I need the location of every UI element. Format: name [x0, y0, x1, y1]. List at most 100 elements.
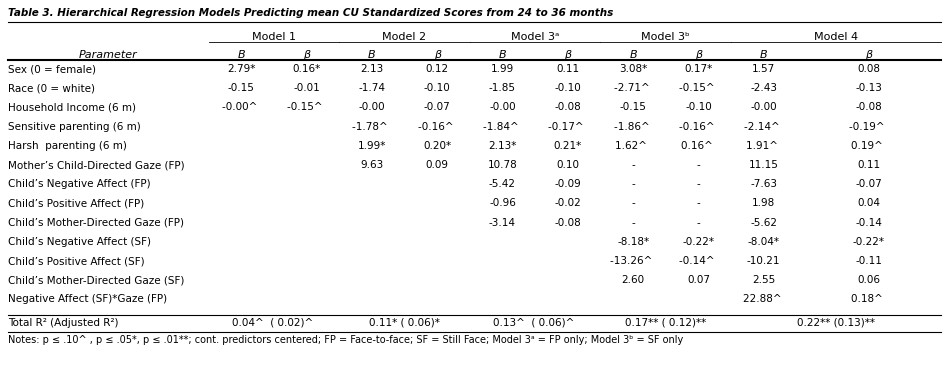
Text: -0.00^: -0.00^ [222, 102, 261, 112]
Text: 1.62^: 1.62^ [616, 141, 651, 151]
Text: Race (0 = white): Race (0 = white) [8, 83, 95, 93]
Text: -0.19^: -0.19^ [849, 122, 888, 132]
Text: Sensitive parenting (6 m): Sensitive parenting (6 m) [8, 122, 140, 132]
Text: 9.63: 9.63 [361, 160, 383, 170]
Text: -0.14: -0.14 [855, 218, 883, 228]
Text: -: - [631, 179, 635, 189]
Text: -0.22*: -0.22* [682, 237, 715, 247]
Text: -1.84^: -1.84^ [483, 122, 522, 132]
Text: -0.08: -0.08 [554, 102, 581, 112]
Text: -0.15^: -0.15^ [288, 102, 326, 112]
Text: β: β [865, 50, 872, 60]
Text: 22.88^: 22.88^ [743, 294, 785, 304]
Text: 0.17** ( 0.12)**: 0.17** ( 0.12)** [625, 318, 706, 328]
Text: -0.07: -0.07 [424, 102, 451, 112]
Text: Model 1: Model 1 [251, 32, 296, 42]
Text: -0.15: -0.15 [620, 102, 646, 112]
Text: B: B [368, 50, 376, 60]
Text: 11.15: 11.15 [749, 160, 779, 170]
Text: Mother’s Child-Directed Gaze (FP): Mother’s Child-Directed Gaze (FP) [8, 160, 185, 170]
Text: -0.96: -0.96 [489, 198, 516, 208]
Text: 2.60: 2.60 [622, 275, 644, 285]
Text: -0.01: -0.01 [293, 83, 320, 93]
Text: β: β [695, 50, 702, 60]
Text: 0.11: 0.11 [857, 160, 881, 170]
Text: 0.17*: 0.17* [684, 64, 713, 74]
Text: 0.09: 0.09 [426, 160, 449, 170]
Text: -0.16^: -0.16^ [418, 122, 456, 132]
Text: -2.14^: -2.14^ [744, 122, 783, 132]
Text: -0.15: -0.15 [228, 83, 254, 93]
Text: -10.21: -10.21 [747, 256, 780, 266]
Text: -1.86^: -1.86^ [614, 122, 653, 132]
Text: β: β [565, 50, 571, 60]
Text: 2.13: 2.13 [361, 64, 383, 74]
Text: -0.08: -0.08 [554, 218, 581, 228]
Text: B: B [237, 50, 245, 60]
Text: 0.11: 0.11 [556, 64, 579, 74]
Text: 3.08*: 3.08* [619, 64, 647, 74]
Text: 0.10: 0.10 [556, 160, 579, 170]
Text: -0.00: -0.00 [489, 102, 516, 112]
Text: Model 4: Model 4 [814, 32, 858, 42]
Text: -1.85: -1.85 [489, 83, 516, 93]
Text: 0.18^: 0.18^ [851, 294, 886, 304]
Text: -: - [697, 160, 700, 170]
Text: Harsh  parenting (6 m): Harsh parenting (6 m) [8, 141, 127, 151]
Text: 0.19^: 0.19^ [851, 141, 886, 151]
Text: -0.10: -0.10 [424, 83, 451, 93]
Text: -0.17^: -0.17^ [549, 122, 587, 132]
Text: Notes: p ≤ .10^ , p ≤ .05*, p ≤ .01**; cont. predictors centered; FP = Face-to-f: Notes: p ≤ .10^ , p ≤ .05*, p ≤ .01**; c… [8, 334, 683, 344]
Text: 2.13*: 2.13* [489, 141, 516, 151]
Text: 0.22** (0.13)**: 0.22** (0.13)** [797, 318, 875, 328]
Text: -8.18*: -8.18* [617, 237, 649, 247]
Text: Model 3ᵇ: Model 3ᵇ [642, 32, 690, 42]
Text: 1.91^: 1.91^ [746, 141, 781, 151]
Text: Child’s Negative Affect (SF): Child’s Negative Affect (SF) [8, 237, 151, 247]
Text: B: B [629, 50, 637, 60]
Text: 1.99*: 1.99* [358, 141, 386, 151]
Text: B: B [760, 50, 768, 60]
Text: Total R² (Adjusted R²): Total R² (Adjusted R²) [8, 318, 119, 328]
Text: 0.11* ( 0.06)*: 0.11* ( 0.06)* [369, 318, 440, 328]
Text: 2.55: 2.55 [753, 275, 775, 285]
Text: Model 3ᵃ: Model 3ᵃ [511, 32, 559, 42]
Text: -0.16^: -0.16^ [679, 122, 717, 132]
Text: 1.98: 1.98 [753, 198, 775, 208]
Text: Child’s Positive Affect (SF): Child’s Positive Affect (SF) [8, 256, 144, 266]
Text: -0.13: -0.13 [855, 83, 883, 93]
Text: -0.00: -0.00 [751, 102, 777, 112]
Text: 0.04^  ( 0.02)^: 0.04^ ( 0.02)^ [232, 318, 316, 328]
Text: Model 2: Model 2 [382, 32, 427, 42]
Text: -2.71^: -2.71^ [614, 83, 653, 93]
Text: 0.12: 0.12 [425, 64, 449, 74]
Text: -7.63: -7.63 [751, 179, 777, 189]
Text: -8.04*: -8.04* [748, 237, 780, 247]
Text: -5.42: -5.42 [489, 179, 516, 189]
Text: -0.10: -0.10 [554, 83, 581, 93]
Text: -13.26^: -13.26^ [610, 256, 656, 266]
Text: -0.02: -0.02 [554, 198, 581, 208]
Text: Child’s Mother-Directed Gaze (SF): Child’s Mother-Directed Gaze (SF) [8, 275, 184, 285]
Text: -: - [631, 160, 635, 170]
Text: 0.07: 0.07 [687, 275, 710, 285]
Text: -0.11: -0.11 [855, 256, 883, 266]
Text: -0.15^: -0.15^ [679, 83, 717, 93]
Text: -2.43: -2.43 [751, 83, 777, 93]
Text: -0.00: -0.00 [359, 102, 385, 112]
Text: -0.10: -0.10 [685, 102, 712, 112]
Text: Household Income (6 m): Household Income (6 m) [8, 102, 136, 112]
Text: 0.16*: 0.16* [292, 64, 321, 74]
Text: -: - [631, 198, 635, 208]
Text: -0.09: -0.09 [554, 179, 581, 189]
Text: 0.13^  ( 0.06)^: 0.13^ ( 0.06)^ [493, 318, 577, 328]
Text: 0.20*: 0.20* [423, 141, 451, 151]
Text: Negative Affect (SF)*Gaze (FP): Negative Affect (SF)*Gaze (FP) [8, 294, 167, 304]
Text: -: - [697, 198, 700, 208]
Text: -1.78^: -1.78^ [352, 122, 391, 132]
Text: Child’s Mother-Directed Gaze (FP): Child’s Mother-Directed Gaze (FP) [8, 218, 184, 228]
Text: 2.79*: 2.79* [227, 64, 255, 74]
Text: 0.06: 0.06 [857, 275, 880, 285]
Text: -: - [697, 179, 700, 189]
Text: -1.74: -1.74 [359, 83, 385, 93]
